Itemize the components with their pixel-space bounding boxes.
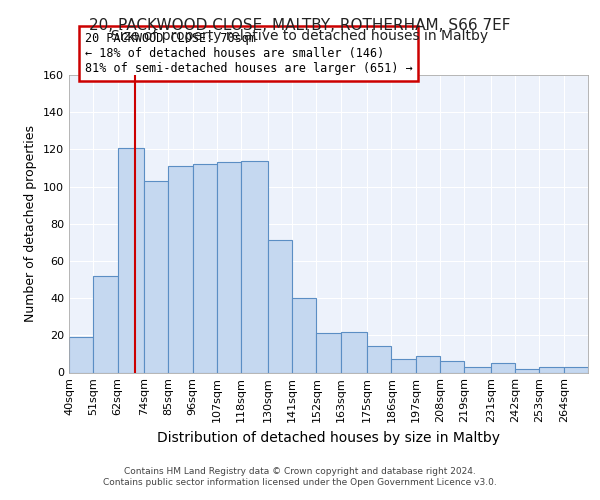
Bar <box>491 363 515 372</box>
Bar <box>169 166 193 372</box>
Bar <box>464 367 491 372</box>
Bar <box>440 362 464 372</box>
Bar <box>292 298 316 372</box>
Text: Contains public sector information licensed under the Open Government Licence v3: Contains public sector information licen… <box>103 478 497 487</box>
Text: Size of property relative to detached houses in Maltby: Size of property relative to detached ho… <box>112 29 488 43</box>
Bar <box>391 360 416 372</box>
Bar <box>268 240 292 372</box>
Text: Contains HM Land Registry data © Crown copyright and database right 2024.: Contains HM Land Registry data © Crown c… <box>124 467 476 476</box>
Bar <box>539 367 564 372</box>
Bar <box>118 148 144 372</box>
Bar <box>564 367 588 372</box>
Y-axis label: Number of detached properties: Number of detached properties <box>25 125 37 322</box>
Bar <box>193 164 217 372</box>
Bar <box>69 337 93 372</box>
Bar <box>515 369 539 372</box>
Bar <box>367 346 391 372</box>
X-axis label: Distribution of detached houses by size in Maltby: Distribution of detached houses by size … <box>157 431 500 445</box>
Bar <box>93 276 118 372</box>
Bar <box>316 334 341 372</box>
Bar <box>241 160 268 372</box>
Bar <box>341 332 367 372</box>
Bar <box>416 356 440 372</box>
Text: 20 PACKWOOD CLOSE: 70sqm
← 18% of detached houses are smaller (146)
81% of semi-: 20 PACKWOOD CLOSE: 70sqm ← 18% of detach… <box>85 32 412 75</box>
Text: 20, PACKWOOD CLOSE, MALTBY, ROTHERHAM, S66 7EF: 20, PACKWOOD CLOSE, MALTBY, ROTHERHAM, S… <box>89 18 511 32</box>
Bar <box>217 162 241 372</box>
Bar <box>144 181 169 372</box>
